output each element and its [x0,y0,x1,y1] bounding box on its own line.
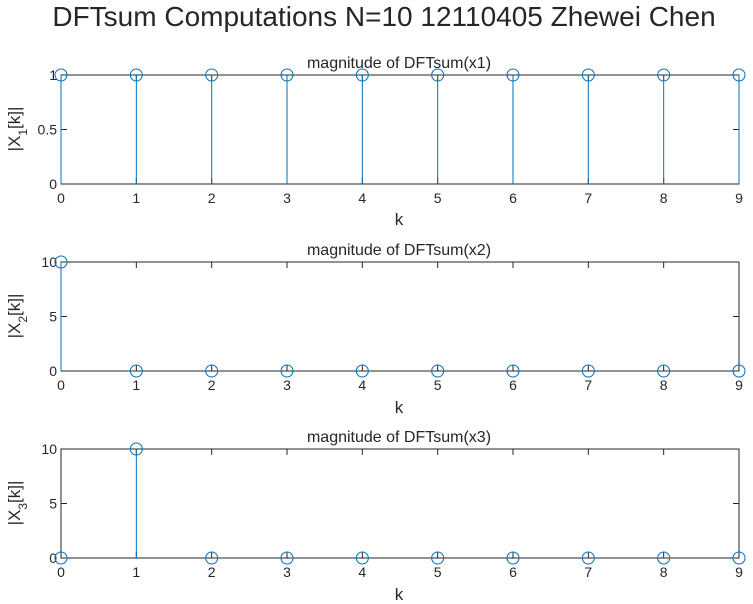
subplot-1-xtick-label: 5 [434,190,442,206]
subplot-1-xtick-label: 9 [735,190,743,206]
subplot-3-xtick-label: 9 [735,564,743,580]
subplot-1-axes: 0 1 2 3 4 5 6 7 8 9 0 0.5 1 [38,67,746,206]
subplot-2-ytick-label: 5 [49,309,57,325]
subplot-1-stem-marker [657,68,671,82]
subplot-1-stem-marker [506,68,520,82]
subplot-2-stem-marker [280,364,294,378]
subplot-1-ylabel-main: |X [5,136,24,152]
subplot-1-plot-box [60,74,740,185]
subplot-3-stem-marker [431,551,445,565]
subplot-3-xlabel: k [395,585,404,604]
subplot-1-xtick-label: 4 [358,190,366,206]
subplot-1-stem-marker [355,68,369,82]
subplot-3-stem-marker [280,551,294,565]
subplot-1-xtick-label: 3 [283,190,291,206]
subplot-3-ylabel: |X3[k]| [5,481,30,526]
figure-title: DFTsum Computations N=10 12110405 Zhewei… [52,1,715,32]
subplot-1-ytick-label: 0 [49,176,57,192]
subplot-3-axes: 0 1 2 3 4 5 6 7 8 9 0 5 10 [41,441,746,580]
subplot-2-ylabel-sub: 2 [16,316,30,323]
subplot-1-xtick-label: 2 [208,190,216,206]
subplot-2-xtick-label: 9 [735,377,743,393]
subplot-1-stem-marker [205,68,219,82]
subplot-3-stem-marker [54,551,68,565]
subplot-2-xtick-label: 4 [358,377,366,393]
subplot-1-stem-marker [581,68,595,82]
subplot-3-ytick-label: 0 [49,550,57,566]
subplot-1-ylabel-sub: 1 [16,129,30,136]
subplot-1-title: magnitude of DFTsum(x1) [307,55,491,72]
subplot-1-xtick-label: 1 [132,190,140,206]
subplot-2-xtick-label: 6 [509,377,517,393]
subplot-1-xlabel: k [395,210,404,229]
subplot-3-stem-marker [129,442,143,456]
subplot-1-xtick-label: 7 [584,190,592,206]
subplot-2-ylabel: |X2[k]| [5,294,30,339]
subplot-3-stem-marker [657,551,671,565]
subplot-2-plot-box [60,261,740,372]
subplot-2-stem-marker [431,364,445,378]
subplot-3-stem-marker [581,551,595,565]
subplot-2-xtick-label: 0 [57,377,65,393]
subplot-3-xtick-label: 4 [358,564,366,580]
subplot-1-ylabel-tail: [k]| [5,107,24,129]
subplot-3-ylabel-sub: 3 [16,503,30,510]
subplot-1-stem-marker [732,68,746,82]
subplot-2-stem-marker [732,364,746,378]
subplot-2-xtick-label: 5 [434,377,442,393]
subplot-2-title: magnitude of DFTsum(x2) [307,242,491,259]
subplot-3-plot-box [60,448,740,559]
subplot-3-xtick-label: 8 [660,564,668,580]
subplot-2-xtick-label: 7 [584,377,592,393]
subplot-2-ytick-label: 10 [41,254,57,270]
subplot-2-stem-marker [129,364,143,378]
subplot-3-title: magnitude of DFTsum(x3) [307,429,491,446]
subplot-1-stem-marker [54,68,68,82]
subplot-1-stem-marker [431,68,445,82]
subplot-3-xtick-label: 3 [283,564,291,580]
subplot-3-ytick-label: 10 [41,441,57,457]
subplot-1-ytick-label: 0.5 [38,122,58,138]
subplot-2-stem-marker [205,364,219,378]
subplot-2-stem-marker [657,364,671,378]
subplot-3-xtick-label: 1 [132,564,140,580]
subplot-3-stem-marker [732,551,746,565]
subplot-3-stem-marker [205,551,219,565]
subplot-2-xtick-label: 1 [132,377,140,393]
subplot-3-xtick-label: 6 [509,564,517,580]
subplot-3-ytick-label: 5 [49,496,57,512]
subplot-3-xtick-label: 5 [434,564,442,580]
subplot-2-ylabel-tail: [k]| [5,294,24,316]
subplot-3-xtick-label: 7 [584,564,592,580]
subplot-1-ylabel: |X1[k]| [5,107,30,152]
subplot-2-xtick-label: 8 [660,377,668,393]
subplot-2-stem-marker [506,364,520,378]
subplot-1-stem-marker [280,68,294,82]
subplot-2-stem-marker [355,364,369,378]
subplot-1-xtick-label: 6 [509,190,517,206]
subplot-1-xtick-label: 0 [57,190,65,206]
subplot-1-xtick-label: 8 [660,190,668,206]
subplot-3-stem-marker [506,551,520,565]
subplot-2-ylabel-main: |X [5,323,24,339]
subplot-3-ylabel-main: |X [5,510,24,526]
subplot-2-xtick-label: 2 [208,377,216,393]
subplot-1-stem-marker [129,68,143,82]
subplot-2-ytick-label: 0 [49,363,57,379]
subplot-2-stem-marker [54,255,68,269]
subplot-2-axes: 0 1 2 3 4 5 6 7 8 9 0 5 10 [41,254,746,393]
subplot-2-stem-marker [581,364,595,378]
subplot-3-xtick-label: 2 [208,564,216,580]
subplot-3-xtick-label: 0 [57,564,65,580]
subplot-3-ylabel-tail: [k]| [5,481,24,503]
subplot-2-xtick-label: 3 [283,377,291,393]
subplot-3-stem-marker [355,551,369,565]
subplot-1-ytick-label: 1 [49,67,57,83]
subplot-2-xlabel: k [395,398,404,417]
